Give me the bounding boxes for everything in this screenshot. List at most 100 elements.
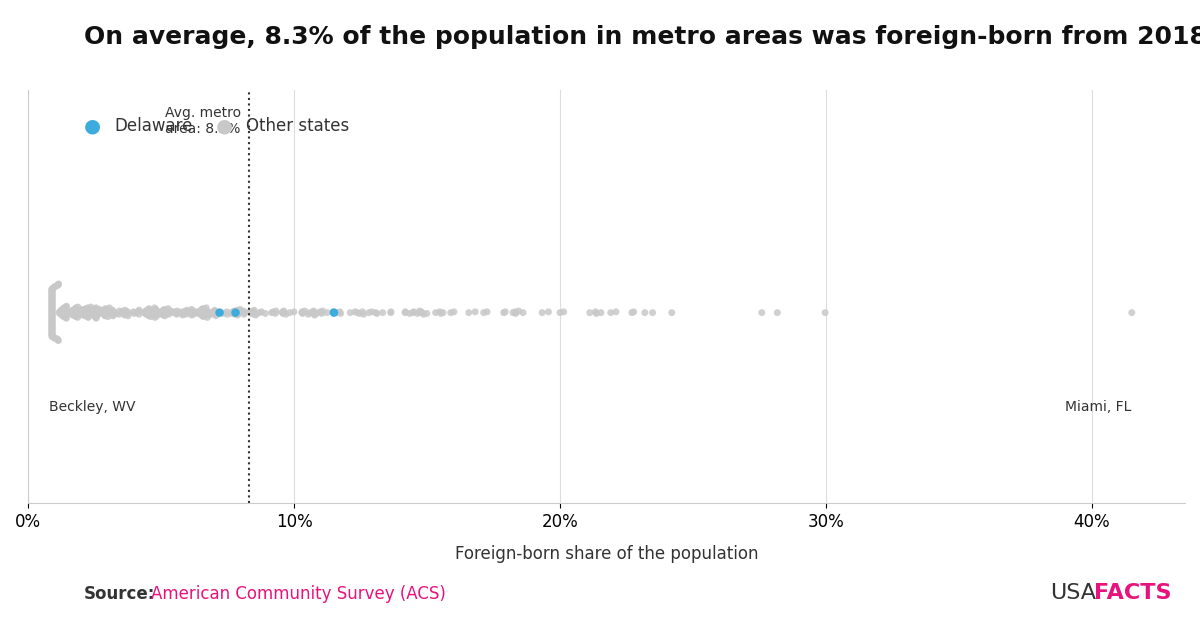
Point [244, 309, 263, 319]
Point [103, 310, 122, 320]
Point [154, 305, 173, 315]
Point [42, 299, 61, 309]
Point [73, 305, 92, 315]
Point [42, 296, 61, 306]
Point [42, 318, 61, 328]
Point [54, 303, 73, 313]
Point [250, 308, 269, 318]
Point [242, 308, 262, 318]
Point [580, 308, 599, 318]
Point [78, 303, 97, 313]
Point [42, 285, 61, 295]
Point [42, 294, 61, 304]
Point [42, 288, 61, 298]
Point [128, 306, 148, 316]
Point [72, 305, 91, 315]
Point [299, 309, 318, 319]
Point [80, 310, 100, 320]
Point [44, 332, 64, 342]
Point [158, 308, 178, 318]
Point [95, 309, 114, 319]
Point [155, 305, 174, 315]
Point [187, 307, 206, 317]
Point [346, 307, 365, 317]
Point [601, 308, 620, 318]
Point [313, 306, 332, 316]
Point [95, 305, 114, 315]
Point [235, 308, 254, 318]
Point [193, 311, 212, 321]
Point [410, 306, 430, 316]
Point [152, 309, 172, 319]
Point [70, 308, 89, 318]
Point [76, 306, 95, 316]
Point [284, 307, 304, 317]
Point [606, 307, 625, 317]
Point [276, 309, 295, 319]
Point [196, 307, 215, 317]
Point [222, 308, 241, 318]
Point [242, 308, 262, 318]
Point [145, 312, 164, 322]
Point [46, 281, 65, 291]
Point [73, 310, 92, 320]
Point [170, 308, 190, 318]
Point [266, 306, 286, 316]
Point [752, 308, 772, 318]
Point [77, 308, 96, 318]
Point [264, 307, 283, 317]
Point [64, 305, 83, 315]
Text: ●: ● [216, 116, 233, 135]
Point [92, 306, 112, 316]
Text: Avg. metro
area: 8.3%: Avg. metro area: 8.3% [164, 106, 241, 136]
Point [52, 305, 71, 315]
Point [84, 306, 103, 316]
Point [592, 308, 611, 318]
Point [240, 307, 259, 317]
Point [42, 298, 61, 308]
Point [245, 305, 264, 315]
Point [200, 308, 220, 318]
Point [210, 308, 229, 318]
Point [184, 306, 203, 316]
Point [42, 291, 61, 301]
Point [62, 309, 82, 319]
Point [42, 301, 61, 311]
Point [109, 306, 128, 316]
Point [217, 307, 236, 317]
Point [136, 307, 155, 317]
Point [42, 307, 61, 317]
Point [148, 311, 167, 321]
Text: FACTS: FACTS [1094, 583, 1172, 603]
Point [100, 306, 119, 316]
Point [199, 309, 218, 319]
Point [82, 302, 101, 312]
Point [466, 307, 485, 317]
Point [42, 310, 61, 320]
Point [83, 308, 102, 318]
Point [382, 308, 401, 318]
Point [49, 279, 68, 290]
Point [163, 308, 182, 318]
Point [182, 305, 202, 315]
Point [156, 308, 175, 318]
Point [305, 310, 324, 320]
Point [554, 307, 574, 317]
Point [54, 303, 73, 313]
Point [280, 308, 299, 318]
Point [54, 311, 73, 322]
Point [42, 295, 61, 305]
Point [275, 306, 294, 316]
Point [42, 305, 61, 315]
Point [68, 312, 88, 322]
Point [432, 308, 451, 318]
Point [119, 308, 138, 318]
Point [125, 308, 144, 318]
Point [90, 307, 109, 317]
Point [418, 308, 437, 318]
Point [60, 308, 79, 318]
Point [198, 312, 217, 322]
Point [191, 306, 210, 316]
Point [816, 308, 835, 318]
Point [414, 309, 433, 319]
